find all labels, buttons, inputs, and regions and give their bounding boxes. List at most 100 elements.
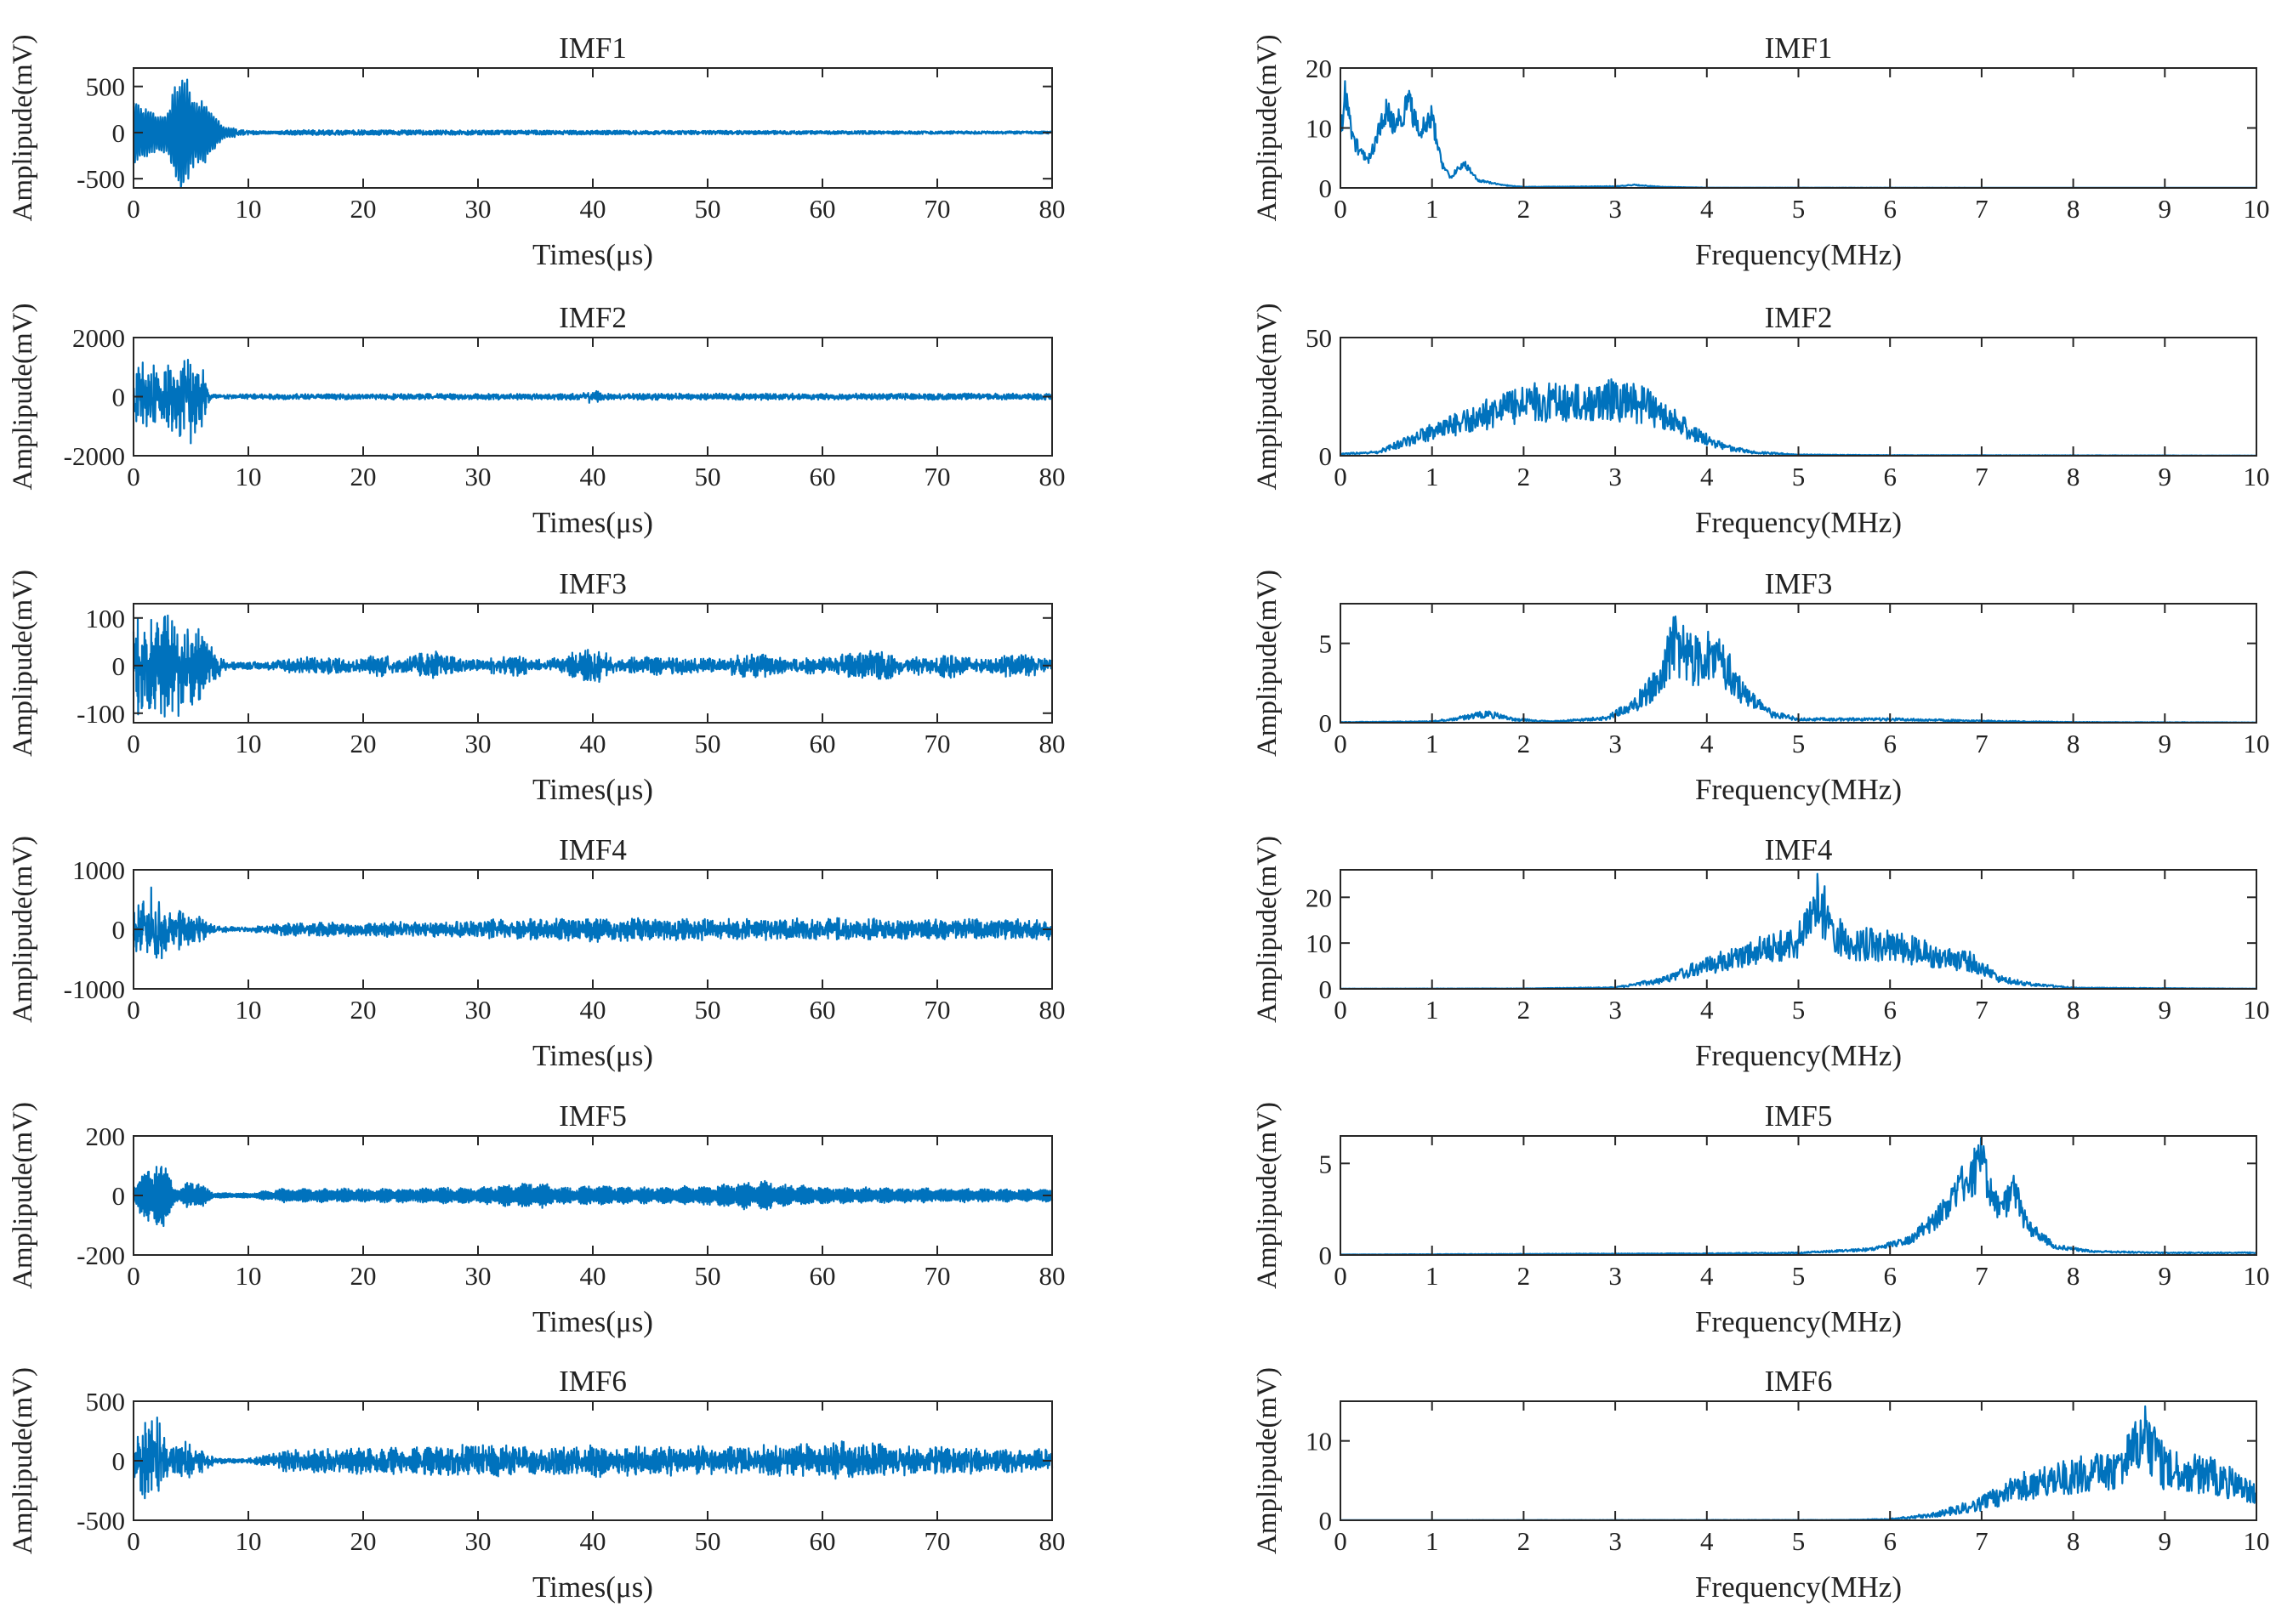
x-tick-label: 3: [1608, 462, 1622, 491]
series-line: [1340, 615, 2257, 724]
x-tick-label: 50: [695, 1261, 721, 1291]
y-tick-label: 10: [1306, 928, 1332, 958]
y-tick-label: 0: [112, 118, 126, 148]
x-tick-label: 0: [1334, 995, 1347, 1025]
x-tick-label: 10: [236, 1261, 262, 1291]
panel-title: IMF4: [559, 833, 627, 866]
x-tick-label: 40: [580, 1526, 606, 1556]
x-tick-label: 4: [1700, 1261, 1714, 1291]
y-tick-label: 5: [1319, 1149, 1333, 1178]
x-axis-label: Times(μs): [532, 1570, 653, 1604]
x-axis-label: Frequency(MHz): [1695, 506, 1902, 539]
x-tick-label: 70: [925, 995, 951, 1025]
x-tick-label: 0: [1334, 1261, 1347, 1291]
panel-title: IMF1: [1765, 31, 1833, 65]
y-tick-label: 5: [1319, 629, 1333, 659]
x-tick-label: 7: [1975, 729, 1989, 758]
axes-frame: [1340, 337, 2257, 457]
x-tick-label: 0: [127, 462, 140, 491]
x-tick-label: 3: [1608, 729, 1622, 758]
x-tick-label: 7: [1975, 194, 1989, 224]
y-tick-label: 1000: [72, 855, 125, 885]
x-tick-label: 50: [695, 995, 721, 1025]
x-tick-label: 10: [2244, 194, 2270, 224]
x-tick-label: 8: [2067, 1526, 2080, 1556]
x-tick-label: 30: [465, 729, 492, 758]
y-axis-label: Amplipude(mV): [1252, 1102, 1283, 1289]
x-tick-label: 10: [2244, 462, 2270, 491]
x-tick-label: 10: [236, 729, 262, 758]
panel-1: 0 10 20 30 40 50 60 70 80-5000500IMF1Times(μs)Am…: [8, 31, 1066, 271]
x-tick-label: 1: [1425, 1526, 1439, 1556]
y-tick-label: 10: [1306, 1427, 1332, 1456]
x-tick-label: 8: [2067, 1261, 2080, 1291]
x-tick-label: 10: [236, 194, 262, 224]
x-tick-label: 0: [127, 729, 140, 758]
axes-frame: [1340, 67, 2257, 189]
x-tick-label: 1: [1425, 729, 1439, 758]
x-tick-label: 60: [810, 729, 836, 758]
panel-5: 0 10 20 30 40 50 60 70 80-1000100IMF3Times(μs)Am…: [8, 567, 1066, 806]
x-tick-label: 70: [925, 194, 951, 224]
x-tick-label: 70: [925, 729, 951, 758]
x-tick-label: 40: [580, 1261, 606, 1291]
x-tick-label: 80: [1039, 995, 1066, 1025]
x-axis-label: Times(μs): [532, 1039, 653, 1072]
y-tick-label: 0: [112, 383, 126, 412]
x-tick-label: 8: [2067, 462, 2080, 491]
x-tick-label: 40: [580, 729, 606, 758]
x-tick-label: 80: [1039, 194, 1066, 224]
x-tick-label: 2: [1517, 995, 1531, 1025]
panel-6: 0 1 2 3 4 5 6 7 8 9 10 0 5 IMF3 Frequency(MHz) Amplipud…: [1252, 567, 2270, 806]
y-axis-label: Amplipude(mV): [8, 1367, 38, 1554]
x-tick-label: 30: [465, 1261, 492, 1291]
x-tick-label: 8: [2067, 995, 2080, 1025]
y-tick-label: 0: [1319, 441, 1333, 471]
y-tick-label: 10: [1306, 114, 1332, 144]
y-tick-label: 0: [112, 915, 126, 945]
x-tick-label: 50: [695, 462, 721, 491]
panel-title: IMF5: [559, 1099, 627, 1133]
y-axis-label: Amplipude(mV): [8, 836, 38, 1023]
x-tick-label: 70: [925, 462, 951, 491]
x-tick-label: 7: [1975, 995, 1989, 1025]
x-tick-label: 6: [1883, 1526, 1897, 1556]
y-tick-label: 0: [1319, 173, 1333, 203]
y-tick-label: 50: [1306, 323, 1332, 353]
x-axis-label: Times(μs): [532, 1305, 653, 1338]
x-tick-label: 7: [1975, 1261, 1989, 1291]
y-axis-label: Amplipude(mV): [8, 35, 38, 222]
x-tick-label: 2: [1517, 1526, 1531, 1556]
series-line: [1340, 1405, 2258, 1522]
x-tick-label: 2: [1517, 194, 1531, 224]
y-tick-label: 2000: [72, 323, 125, 353]
x-tick-label: 20: [350, 462, 377, 491]
x-axis-label: Frequency(MHz): [1695, 1570, 1902, 1604]
y-tick-label: -200: [77, 1241, 125, 1270]
x-tick-label: 2: [1517, 462, 1531, 491]
x-axis-label: Frequency(MHz): [1695, 1305, 1902, 1338]
y-tick-label: 0: [112, 1446, 126, 1476]
series-line: [1340, 378, 2257, 457]
x-tick-label: 10: [236, 995, 262, 1025]
y-tick-label: 500: [86, 72, 126, 102]
x-tick-label: 0: [127, 995, 140, 1025]
x-tick-label: 1: [1425, 462, 1439, 491]
y-axis-label: Amplipude(mV): [1252, 304, 1283, 491]
y-tick-label: 20: [1306, 883, 1332, 912]
panel-title: IMF6: [559, 1365, 627, 1398]
y-axis-label: Amplipude(mV): [8, 304, 38, 491]
axes-frame: [1340, 869, 2257, 990]
y-tick-label: 0: [1319, 1506, 1333, 1536]
y-tick-label: -2000: [64, 441, 125, 471]
series-line: [132, 78, 1054, 190]
x-tick-label: 9: [2159, 462, 2172, 491]
x-tick-label: 40: [580, 462, 606, 491]
y-tick-label: -100: [77, 699, 125, 729]
x-tick-label: 70: [925, 1261, 951, 1291]
y-axis-label: Amplipude(mV): [8, 1102, 38, 1289]
x-tick-label: 10: [2244, 1261, 2270, 1291]
panel-title: IMF3: [1765, 567, 1833, 600]
x-axis-label: Frequency(MHz): [1695, 238, 1902, 271]
